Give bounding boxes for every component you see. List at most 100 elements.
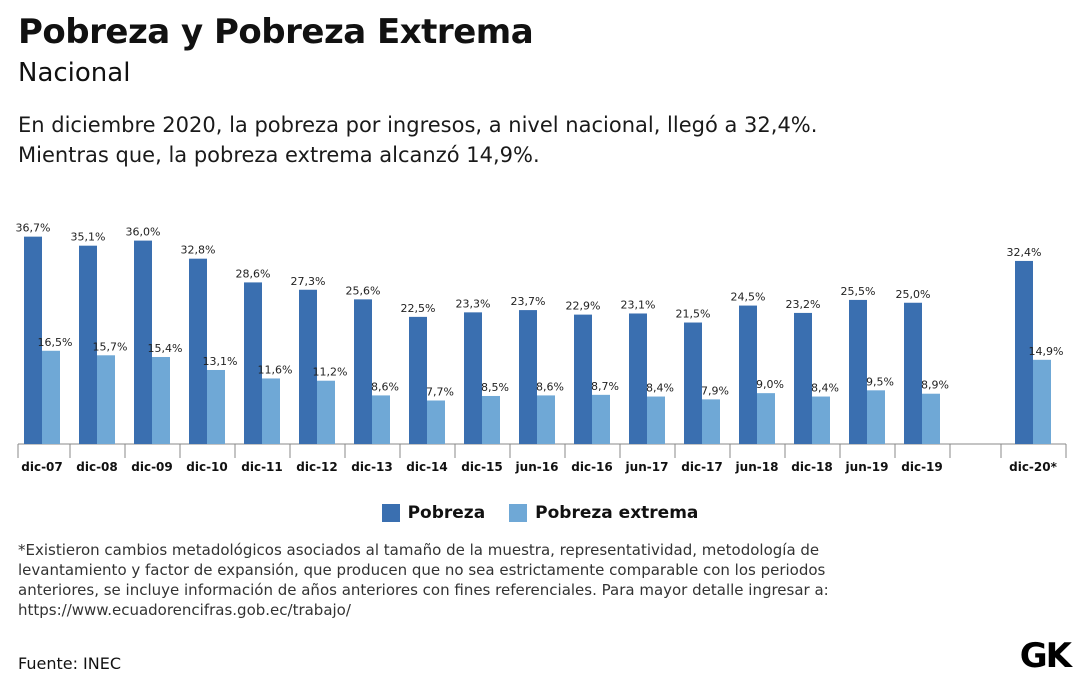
data-label-pobreza: 22,5% — [401, 302, 436, 315]
bar-pobreza — [134, 240, 152, 444]
data-label-pobreza: 28,6% — [236, 267, 271, 280]
data-label-pobreza-extrema: 11,2% — [313, 366, 348, 379]
bar-pobreza — [354, 299, 372, 444]
data-label-pobreza-extrema: 9,5% — [866, 375, 894, 388]
bar-pobreza-extrema — [757, 393, 775, 444]
source-text: Fuente: INEC — [18, 654, 122, 673]
bar-pobreza-extrema — [922, 393, 940, 444]
data-label-pobreza-extrema: 8,9% — [921, 379, 949, 392]
footnote-line-1: *Existieron cambios metadológicos asocia… — [18, 541, 820, 559]
data-label-pobreza-extrema: 15,4% — [148, 342, 183, 355]
footnote-line-3: anteriores, se incluye información de añ… — [18, 581, 829, 599]
footnote-line-2: levantamiento y factor de expansión, que… — [18, 561, 826, 579]
chart-title: Pobreza y Pobreza Extrema — [18, 12, 534, 52]
bar-chart: 36,7% 16,5% dic-07 35,1% 15,7% dic-08 36,0% 15,… — [16, 222, 1067, 474]
data-label-pobreza: 27,3% — [291, 275, 326, 288]
data-label-pobreza-extrema: 8,4% — [811, 382, 839, 395]
bar-pobreza-extrema — [867, 390, 885, 444]
data-label-pobreza: 25,0% — [896, 288, 931, 301]
x-tick-label: dic-10 — [186, 460, 228, 474]
x-tick-label: jun-18 — [735, 460, 779, 474]
x-tick-label: dic-13 — [351, 460, 393, 474]
x-tick-label: jun-19 — [845, 460, 889, 474]
x-tick-label: dic-11 — [241, 460, 283, 474]
data-label-pobreza-extrema: 15,7% — [93, 340, 128, 353]
bar-pobreza-extrema — [537, 395, 555, 444]
footnote: *Existieron cambios metadológicos asocia… — [18, 540, 1018, 620]
bar-pobreza-extrema — [262, 378, 280, 444]
bar-pobreza — [1015, 260, 1033, 444]
x-tick-label: dic-17 — [681, 460, 723, 474]
data-label-pobreza-extrema: 14,9% — [1029, 345, 1064, 358]
bar-pobreza — [409, 316, 427, 444]
x-tick-label: dic-14 — [406, 460, 448, 474]
bar-pobreza — [24, 236, 42, 444]
data-label-pobreza-extrema: 8,7% — [591, 380, 619, 393]
bar-pobreza — [189, 258, 207, 444]
bar-pobreza — [79, 245, 97, 444]
data-label-pobreza-extrema: 8,4% — [646, 382, 674, 395]
bar-pobreza — [794, 312, 812, 444]
bar-pobreza — [684, 322, 702, 444]
data-label-pobreza-extrema: 7,7% — [426, 385, 454, 398]
legend-swatch-pobreza — [381, 504, 400, 522]
data-label-pobreza: 23,3% — [456, 297, 491, 310]
bar-pobreza-extrema — [372, 395, 390, 444]
bar-pobreza — [629, 313, 647, 444]
summary-line-1: En diciembre 2020, la pobreza por ingres… — [18, 113, 818, 137]
bar-pobreza — [849, 299, 867, 444]
x-tick-label: dic-08 — [76, 460, 118, 474]
chart-legend: Pobreza Pobreza extrema — [0, 503, 1080, 523]
data-label-pobreza: 22,9% — [566, 300, 601, 313]
legend-label-extrema: Pobreza extrema — [535, 503, 699, 523]
data-label-pobreza-extrema: 9,0% — [756, 378, 784, 391]
data-label-pobreza: 32,4% — [1007, 246, 1042, 259]
data-label-pobreza: 32,8% — [181, 244, 216, 257]
bar-pobreza-extrema — [592, 394, 610, 444]
data-label-pobreza-extrema: 8,5% — [481, 381, 509, 394]
x-tick-label: jun-16 — [515, 460, 559, 474]
bar-pobreza-extrema — [207, 369, 225, 444]
x-tick-label: dic-19 — [901, 460, 943, 474]
data-label-pobreza: 25,6% — [346, 284, 381, 297]
data-label-pobreza-extrema: 8,6% — [536, 380, 564, 393]
bar-pobreza — [519, 310, 537, 444]
x-tick-label: dic-07 — [21, 460, 63, 474]
data-label-pobreza: 36,7% — [16, 222, 51, 235]
bar-pobreza-extrema — [482, 395, 500, 444]
data-label-pobreza-extrema: 16,5% — [38, 336, 73, 349]
data-label-pobreza-extrema: 11,6% — [258, 363, 293, 376]
x-tick-label: dic-12 — [296, 460, 338, 474]
data-label-pobreza-extrema: 8,6% — [371, 380, 399, 393]
x-tick-label: jun-17 — [625, 460, 669, 474]
data-label-pobreza-extrema: 13,1% — [203, 355, 238, 368]
footnote-link[interactable]: https://www.ecuadorencifras.gob.ec/traba… — [18, 601, 351, 619]
bar-pobreza-extrema — [647, 396, 665, 444]
bar-pobreza-extrema — [427, 400, 445, 444]
bar-pobreza — [244, 282, 262, 444]
bar-pobreza — [574, 314, 592, 444]
bar-pobreza-extrema — [317, 380, 335, 444]
gk-logo: GK — [1019, 636, 1072, 676]
data-label-pobreza: 23,2% — [786, 298, 821, 311]
data-label-pobreza-extrema: 7,9% — [701, 384, 729, 397]
legend-item-extrema: Pobreza extrema — [509, 503, 698, 523]
data-label-pobreza: 23,7% — [511, 295, 546, 308]
bar-pobreza-extrema — [812, 396, 830, 444]
data-label-pobreza: 21,5% — [676, 308, 711, 321]
legend-item-pobreza: Pobreza — [381, 503, 485, 523]
bar-pobreza-extrema — [702, 399, 720, 444]
bar-pobreza-extrema — [1033, 359, 1051, 444]
summary-line-2: Mientras que, la pobreza extrema alcanzó… — [18, 143, 540, 167]
x-tick-label: dic-16 — [571, 460, 613, 474]
x-tick-label: dic-15 — [461, 460, 503, 474]
summary-text: En diciembre 2020, la pobreza por ingres… — [18, 110, 1068, 170]
data-label-pobreza: 25,5% — [841, 285, 876, 298]
data-label-pobreza: 23,1% — [621, 298, 656, 311]
data-label-pobreza: 36,0% — [126, 226, 161, 239]
bar-pobreza-extrema — [42, 350, 60, 444]
x-tick-label: dic-09 — [131, 460, 173, 474]
x-tick-label: dic-20* — [1009, 460, 1057, 474]
data-label-pobreza: 24,5% — [731, 291, 766, 304]
chart-subtitle: Nacional — [18, 58, 131, 88]
